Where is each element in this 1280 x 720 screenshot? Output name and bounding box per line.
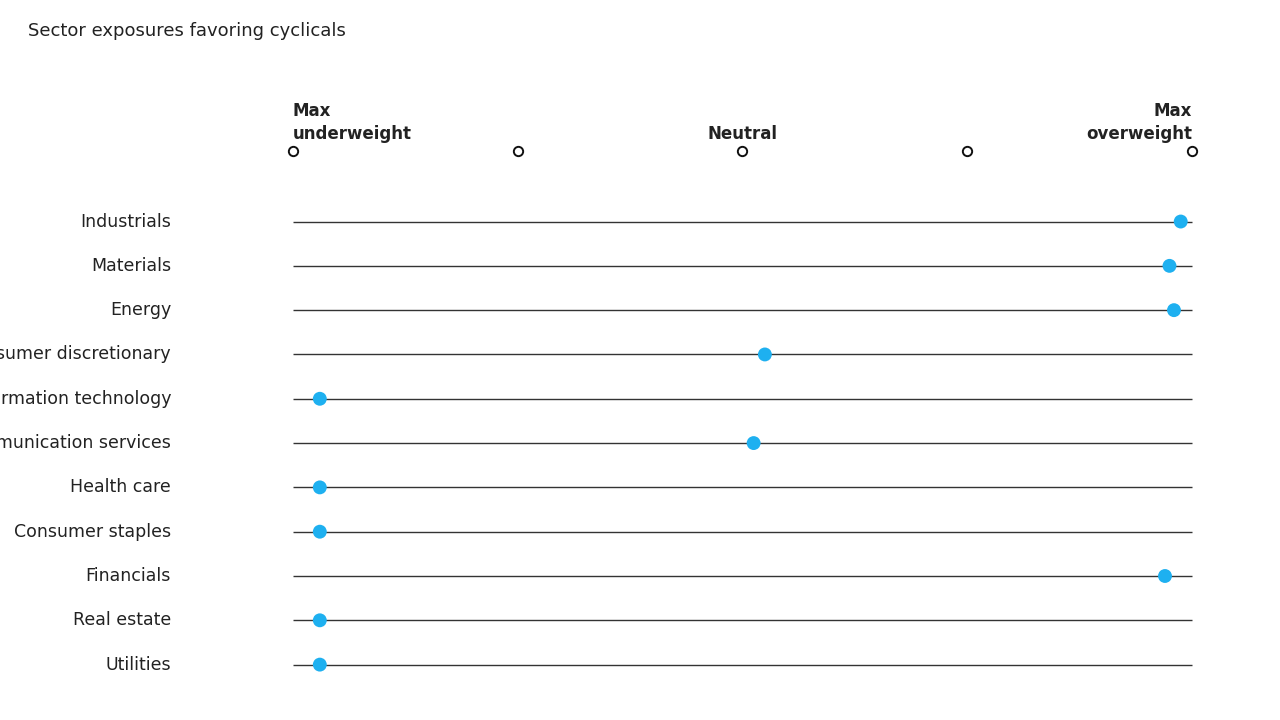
Point	[1160, 260, 1180, 271]
Text: Consumer staples: Consumer staples	[14, 523, 172, 541]
Point	[310, 615, 330, 626]
Point	[507, 145, 527, 156]
Point	[310, 482, 330, 493]
Point	[283, 145, 303, 156]
Text: Max
underweight: Max underweight	[293, 102, 412, 143]
Text: Consumer discretionary: Consumer discretionary	[0, 346, 172, 364]
Text: Financials: Financials	[86, 567, 172, 585]
Text: Energy: Energy	[110, 301, 172, 319]
Point	[310, 526, 330, 537]
Point	[1164, 305, 1184, 316]
Text: Utilities: Utilities	[105, 656, 172, 674]
Point	[1170, 216, 1190, 228]
Text: Max
overweight: Max overweight	[1085, 102, 1192, 143]
Point	[744, 437, 764, 449]
Text: Real estate: Real estate	[73, 611, 172, 629]
Point	[732, 145, 753, 156]
Point	[310, 659, 330, 670]
Point	[957, 145, 978, 156]
Text: Sector exposures favoring cyclicals: Sector exposures favoring cyclicals	[28, 22, 346, 40]
Text: Health care: Health care	[70, 478, 172, 496]
Point	[310, 393, 330, 405]
Point	[1155, 570, 1175, 582]
Point	[755, 348, 776, 360]
Text: Information technology: Information technology	[0, 390, 172, 408]
Text: Industrials: Industrials	[81, 212, 172, 230]
Text: Materials: Materials	[91, 257, 172, 275]
Point	[1181, 145, 1202, 156]
Text: Communication services: Communication services	[0, 434, 172, 452]
Text: Neutral: Neutral	[708, 125, 777, 143]
